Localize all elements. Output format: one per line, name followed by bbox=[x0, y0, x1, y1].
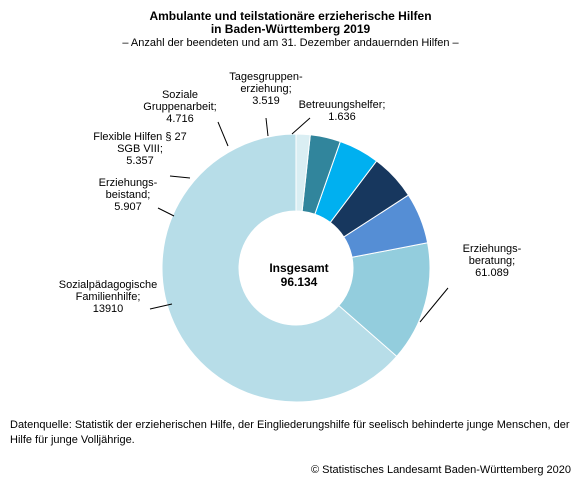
donut-hole bbox=[239, 211, 353, 325]
chart-title-line1: Ambulante und teilstationäre erzieherisc… bbox=[149, 9, 432, 23]
slice-label: Erziehungs-beistand; 5.907 bbox=[99, 177, 158, 213]
slice-label: Flexible Hilfen § 27 SGB VIII; 5.357 bbox=[93, 131, 187, 167]
center-value: 96.134 bbox=[281, 275, 318, 289]
slice-label: Erziehungs-beratung; 61.089 bbox=[463, 243, 522, 279]
leader-line bbox=[149, 303, 173, 310]
chart-title-line2: in Baden-Württemberg 2019 bbox=[210, 22, 371, 36]
center-label: Insgesamt bbox=[269, 261, 328, 275]
data-source-note: Datenquelle: Statistik der erzieherische… bbox=[10, 419, 570, 446]
donut-chart: Erziehungs-beratung; 61.089 Sozialpädagogi… bbox=[59, 71, 522, 403]
chart-subtitle: – Anzahl der beendeten und am 31. Dezemb… bbox=[122, 37, 459, 49]
leader-line bbox=[265, 117, 269, 137]
leader-line bbox=[291, 117, 311, 135]
slice-label: Betreuungshelfer; 1.636 bbox=[299, 99, 386, 123]
leader-line bbox=[419, 287, 449, 323]
copyright-note: © Statistisches Landesamt Baden-Württemb… bbox=[310, 464, 571, 476]
leader-line bbox=[169, 175, 191, 179]
leader-lines bbox=[149, 117, 449, 323]
slice-labels: Erziehungs-beratung; 61.089 Sozialpädagogi… bbox=[59, 71, 522, 315]
slice-label: Tagesgruppen-erziehung; 3.519 bbox=[229, 71, 303, 107]
donut-slices bbox=[161, 133, 431, 403]
leader-line bbox=[157, 207, 175, 217]
slice-label: Soziale Gruppenarbeit; 4.716 bbox=[143, 89, 216, 125]
leader-line bbox=[217, 121, 229, 147]
slice-label: Sozialpädagogische Familienhilfe; 13910 bbox=[59, 279, 157, 315]
